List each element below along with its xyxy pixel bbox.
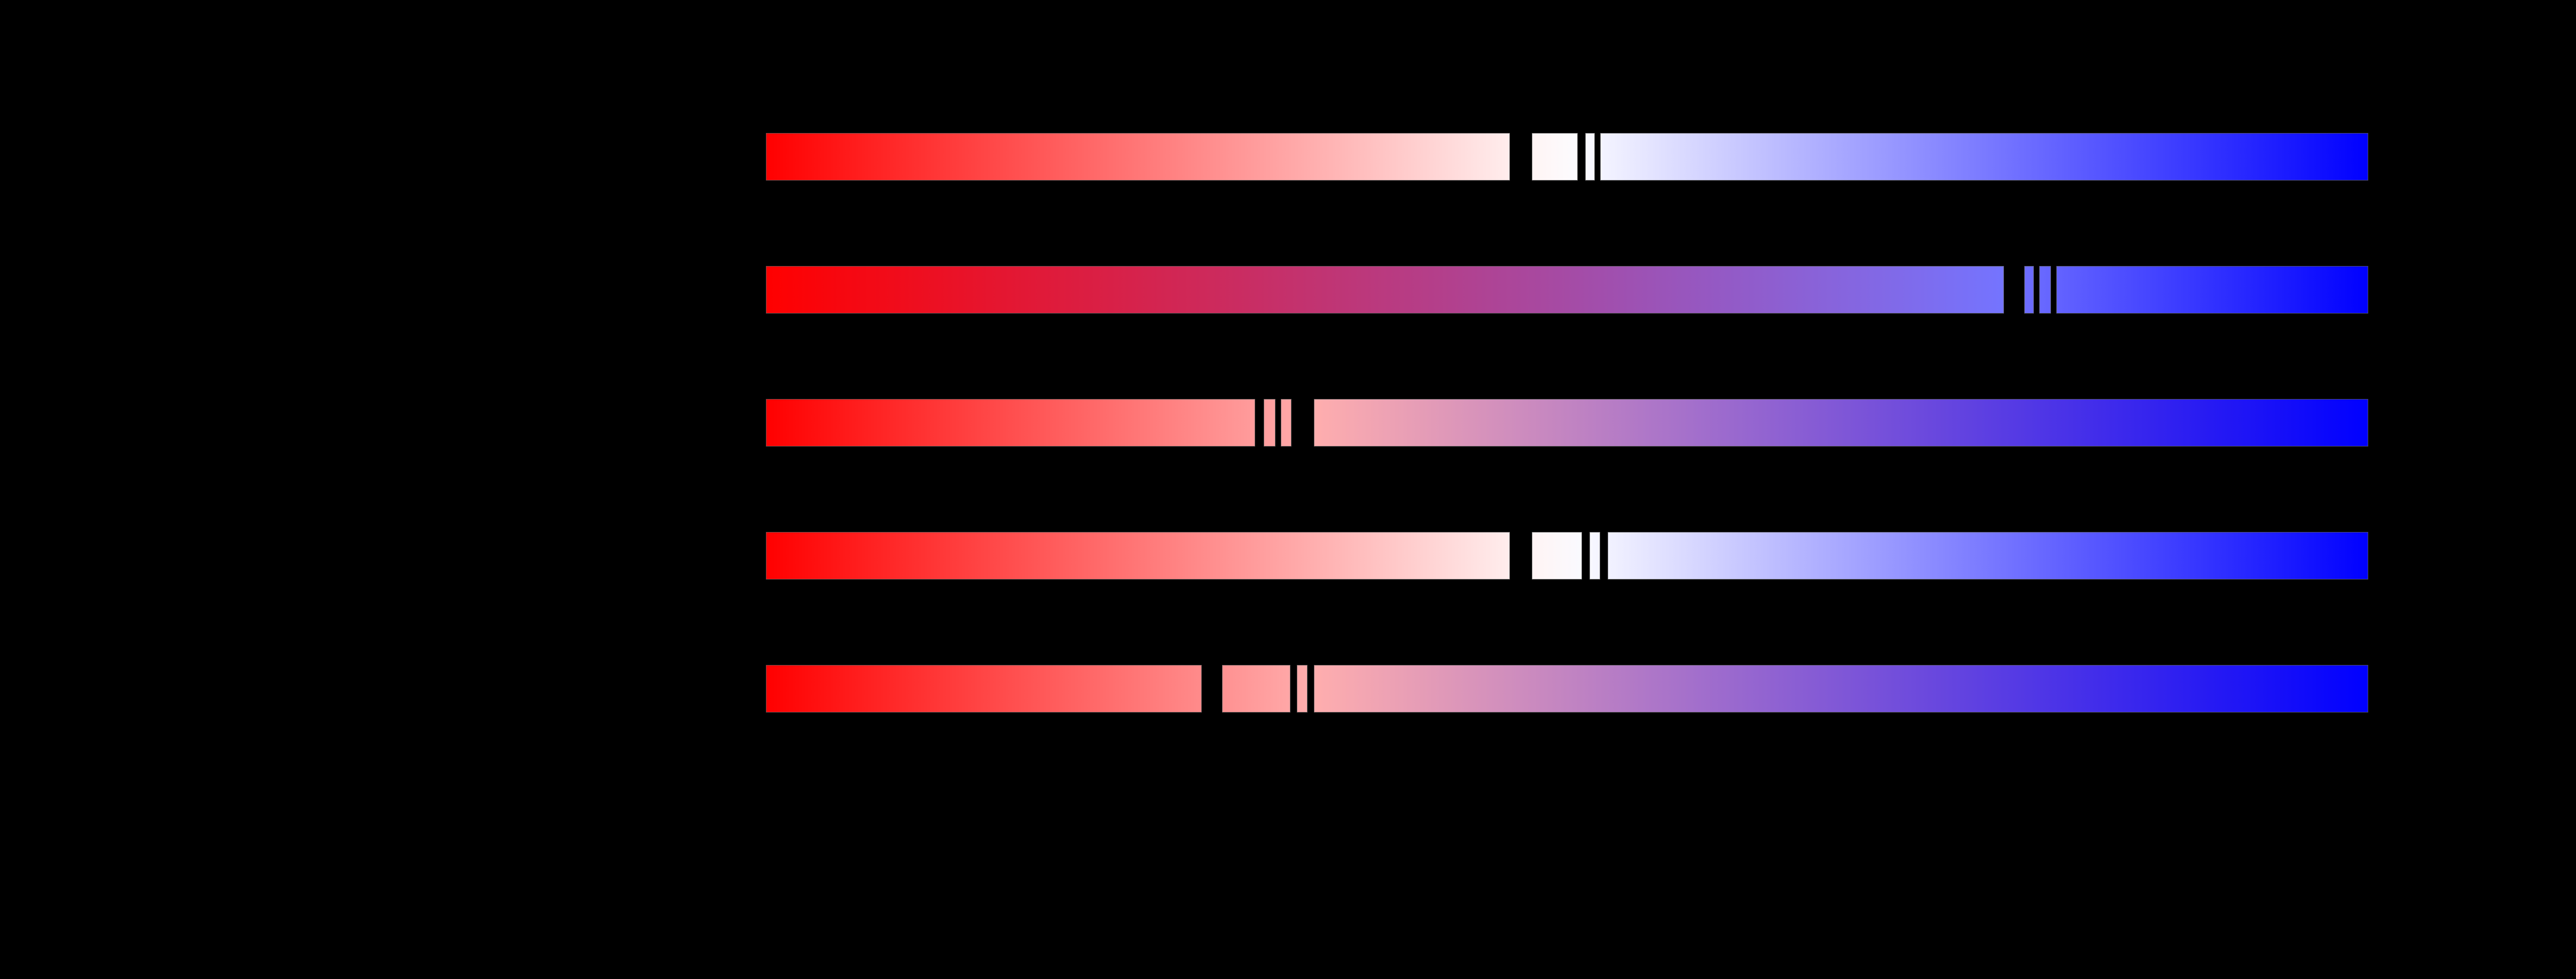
colorbar-segment [1222, 665, 1290, 712]
colorbar-row [766, 532, 2368, 579]
colorbar-segment [1280, 399, 1291, 447]
colorbar-segment [1314, 665, 2368, 712]
colorbar-segment [2056, 266, 2368, 314]
colorbar-segment [1590, 532, 1601, 579]
colorbar-segment [766, 133, 1510, 181]
colorbar-segment [1314, 399, 2368, 447]
colorbar-segment [766, 665, 1202, 712]
colorbar-segment [766, 266, 2005, 314]
colorbar-segment [1607, 532, 2368, 579]
colorbar-segment [1296, 665, 1307, 712]
colorbar-segment [2024, 266, 2034, 314]
colorbar-row [766, 399, 2368, 447]
colorbar-segment [1264, 399, 1275, 447]
colorbar-segment [2039, 266, 2051, 314]
colorbar-row [766, 266, 2368, 314]
colorbar-segment [1532, 532, 1582, 579]
colorbar-row [766, 133, 2368, 181]
colorbar-segment [1532, 133, 1578, 181]
colorbar-segment [1600, 133, 2368, 181]
colorbar-segment [766, 399, 1255, 447]
colorbar-segment [766, 532, 1510, 579]
colorbar-segment [1585, 133, 1595, 181]
colorbar-row [766, 665, 2368, 712]
